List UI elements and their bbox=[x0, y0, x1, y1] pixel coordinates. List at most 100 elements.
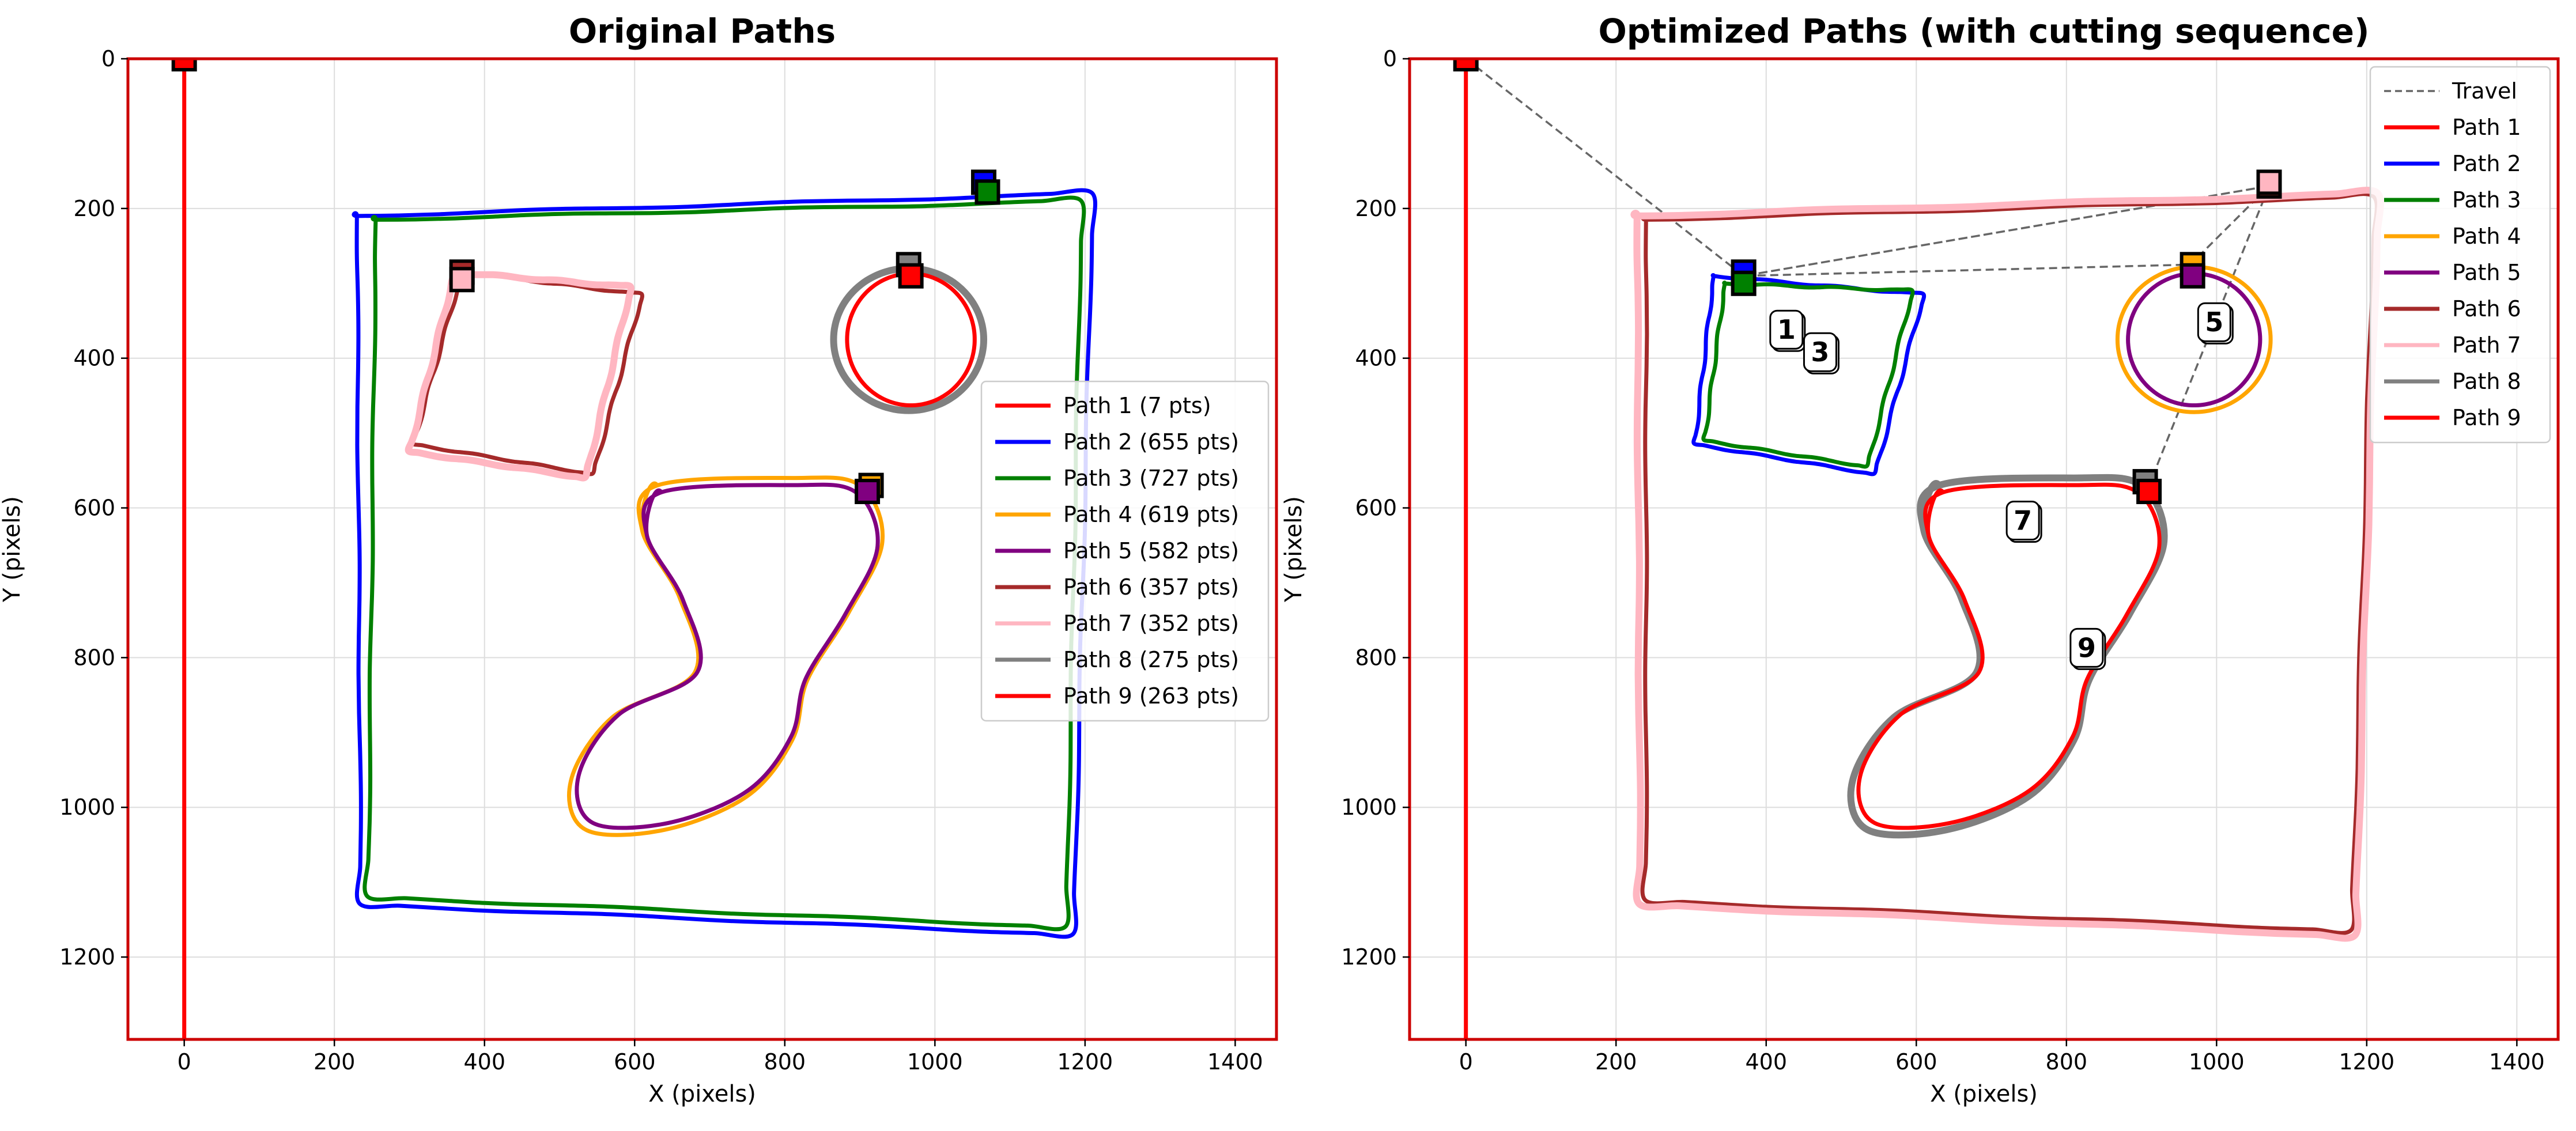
legend-label: Travel bbox=[2452, 78, 2517, 104]
legend-label: Path 1 (7 pts) bbox=[1063, 393, 1211, 418]
x-axis-label: X (pixels) bbox=[1930, 1081, 2038, 1107]
legend: Travel Path 1 Path 2 Path 3 Path 4 Path 5 Path… bbox=[2369, 66, 2551, 444]
y-axis-label: Y (pixels) bbox=[0, 496, 25, 603]
legend-label: Path 9 bbox=[2452, 405, 2521, 430]
series-line-8 bbox=[1847, 474, 2168, 839]
start-marker-1 bbox=[171, 59, 197, 71]
sequence-number: 9 bbox=[2078, 632, 2096, 663]
x-tick-label: 200 bbox=[1595, 1049, 1637, 1075]
series-4 bbox=[567, 475, 885, 837]
legend-entry: Path 5 bbox=[2384, 260, 2521, 285]
sequence-number: 3 bbox=[1811, 336, 1829, 368]
legend-label: Path 2 (655 pts) bbox=[1063, 429, 1239, 455]
x-tick-label: 600 bbox=[614, 1049, 656, 1075]
y-tick-label: 400 bbox=[73, 346, 115, 371]
start-marker-1 bbox=[1453, 59, 1479, 71]
series-line-5 bbox=[575, 482, 880, 830]
legend: Path 1 (7 pts) Path 2 (655 pts) Path 3 (72… bbox=[980, 380, 1270, 722]
start-marker-9 bbox=[2136, 478, 2162, 504]
legend-entry: Path 7 (352 pts) bbox=[995, 611, 1239, 636]
legend-label: Path 7 bbox=[2452, 332, 2521, 358]
series-line-5 bbox=[2126, 271, 2263, 407]
chart-panel-1: 0 200 400 600 800 1000 1200 1400 0 200 400 600 800 10… bbox=[0, 12, 1278, 1107]
legend-label: Path 6 (357 pts) bbox=[1063, 574, 1239, 600]
series-3 bbox=[362, 195, 1086, 932]
series-line-4 bbox=[567, 475, 885, 837]
x-tick-label: 200 bbox=[313, 1049, 356, 1075]
start-marker-5 bbox=[855, 478, 881, 504]
start-marker-3 bbox=[975, 179, 1000, 205]
x-axis-label: X (pixels) bbox=[648, 1081, 756, 1107]
chart-title: Original Paths bbox=[569, 12, 836, 51]
legend-label: Path 4 bbox=[2452, 224, 2521, 249]
plot-area bbox=[171, 59, 1098, 1039]
legend-label: Path 7 (352 pts) bbox=[1063, 611, 1239, 636]
start-marker-7 bbox=[2256, 169, 2282, 195]
start-marker-7 bbox=[449, 267, 475, 293]
legend-label: Path 8 (275 pts) bbox=[1063, 647, 1239, 672]
sequence-number: 1 bbox=[1777, 314, 1796, 345]
y-tick-label: 1200 bbox=[1341, 944, 1397, 970]
x-tick-label: 1200 bbox=[2339, 1049, 2394, 1075]
y-tick-label: 200 bbox=[1355, 196, 1397, 221]
sequence-box bbox=[2197, 302, 2231, 342]
series-8 bbox=[1847, 474, 2168, 839]
y-tick-label: 1000 bbox=[1341, 795, 1397, 820]
series-3 bbox=[1701, 281, 1915, 469]
x-tick-label: 600 bbox=[1895, 1049, 1937, 1075]
series-line-2 bbox=[352, 188, 1098, 939]
series-6 bbox=[1640, 192, 2379, 935]
sequence-box bbox=[2005, 501, 2040, 541]
sequence-label-9: 9 bbox=[2069, 627, 2106, 670]
start-marker-5 bbox=[2180, 263, 2205, 289]
series-line-9 bbox=[845, 271, 977, 407]
legend-label: Path 8 bbox=[2452, 369, 2521, 394]
x-tick-label: 0 bbox=[1459, 1049, 1473, 1075]
legend-box bbox=[980, 380, 1270, 722]
legend-label: Path 3 bbox=[2452, 187, 2521, 213]
series-8 bbox=[830, 264, 987, 414]
legend-entry: Path 8 (275 pts) bbox=[995, 647, 1239, 672]
legend-entry: Path 6 (357 pts) bbox=[995, 574, 1239, 600]
legend-label: Path 5 (582 pts) bbox=[1063, 538, 1239, 563]
series-line-3 bbox=[362, 195, 1086, 932]
x-tick-label: 400 bbox=[463, 1049, 505, 1075]
legend-entry: Path 9 (263 pts) bbox=[995, 683, 1239, 709]
legend-label: Path 9 (263 pts) bbox=[1063, 683, 1239, 709]
legend-entry: Path 8 bbox=[2384, 369, 2521, 394]
legend-entry: Travel bbox=[2384, 78, 2517, 104]
series-line-4 bbox=[2115, 264, 2273, 414]
series-line-7 bbox=[1630, 187, 2384, 942]
sequence-number: 7 bbox=[2014, 505, 2032, 536]
plot-frame bbox=[1408, 57, 2560, 1041]
legend-entry: Path 1 bbox=[2384, 115, 2521, 140]
y-tick-label: 800 bbox=[73, 645, 115, 670]
series-line-8 bbox=[830, 264, 987, 414]
sequence-number: 5 bbox=[2205, 307, 2223, 338]
x-tick-label: 400 bbox=[1745, 1049, 1787, 1075]
y-tick-label: 600 bbox=[73, 495, 115, 521]
series-line-7 bbox=[405, 268, 634, 482]
legend-label: Path 4 (619 pts) bbox=[1063, 502, 1239, 527]
legend-entry: Path 7 bbox=[2384, 332, 2521, 358]
sequence-label-5: 5 bbox=[2197, 302, 2234, 345]
x-tick-label: 1000 bbox=[907, 1049, 963, 1075]
y-axis: 0 200 400 600 800 1000 1200 bbox=[1341, 46, 1410, 970]
start-marker-3 bbox=[1731, 270, 1757, 296]
series-4 bbox=[2115, 264, 2273, 414]
y-tick-label: 600 bbox=[1355, 495, 1397, 521]
legend-entry: Path 2 bbox=[2384, 151, 2521, 176]
plot-area: 13 5 7 9 bbox=[1453, 59, 2384, 1039]
x-tick-label: 800 bbox=[2046, 1049, 2088, 1075]
x-tick-label: 1400 bbox=[2489, 1049, 2545, 1075]
y-axis-label: Y (pixels) bbox=[1281, 496, 1307, 603]
series-5 bbox=[2126, 271, 2263, 407]
legend-entry: Path 9 bbox=[2384, 405, 2521, 430]
y-tick-label: 800 bbox=[1355, 645, 1397, 670]
y-tick-label: 1000 bbox=[59, 795, 115, 820]
legend-entry: Path 6 bbox=[2384, 296, 2521, 321]
legend-entry: Path 4 bbox=[2384, 224, 2521, 249]
series-5 bbox=[575, 482, 880, 830]
y-tick-label: 200 bbox=[73, 196, 115, 221]
